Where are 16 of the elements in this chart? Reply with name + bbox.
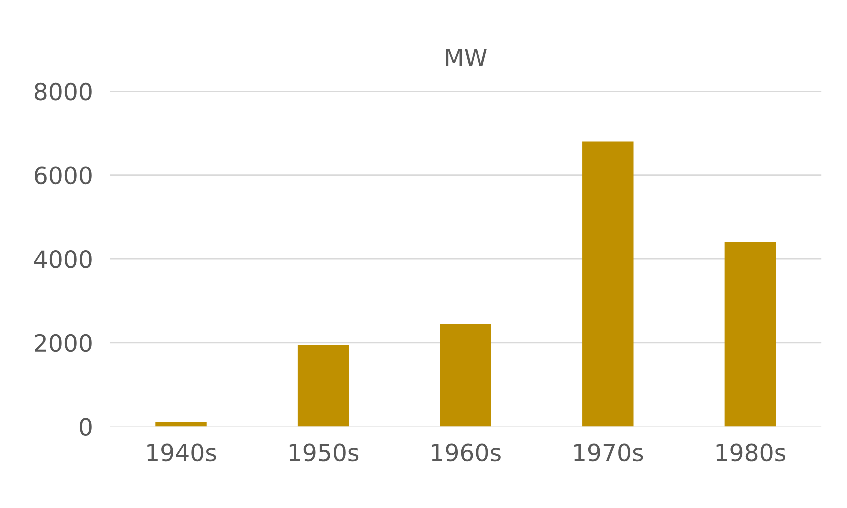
y-tick-label: 8000 [34,82,92,101]
x-tick-label: 1980s [716,444,786,462]
y-tick-label: 6000 [35,166,92,185]
bar [156,422,207,427]
y-tick-label: 0 [80,418,92,436]
y-tick-label: 2000 [35,334,92,352]
chart-title: MW [446,49,487,66]
bar [582,142,634,427]
bar [440,324,492,427]
x-tick-label: 1960s [432,444,501,462]
x-tick-label: 1950s [290,444,359,462]
bar [724,242,776,427]
x-tick-label: 1940s [148,444,216,462]
x-tick-label: 1970s [574,444,644,462]
y-tick-label: 4000 [34,250,92,268]
bar [298,344,350,427]
